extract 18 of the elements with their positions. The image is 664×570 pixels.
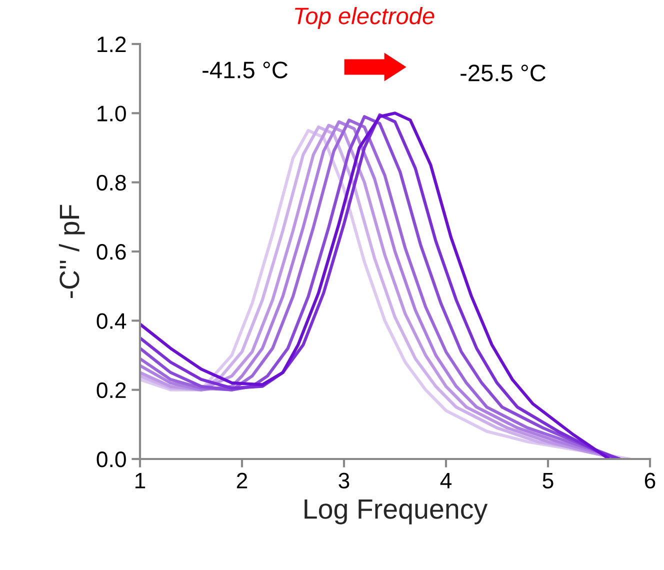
- x-tick-label: 1: [136, 473, 146, 488]
- x-axis-title: Log Frequency: [304, 499, 488, 524]
- y-tick-label: 0.4: [96, 313, 126, 329]
- annotation: -41.5 °C: [202, 62, 288, 78]
- y-tick-label: 1.2: [98, 36, 126, 52]
- y-tick-label: 0.2: [96, 382, 126, 398]
- text: Top electrode: [295, 6, 434, 30]
- x-tick-label: 3: [338, 472, 350, 489]
- x-tick-label: 4: [440, 473, 452, 488]
- y-tick-label: 0.6: [96, 244, 126, 260]
- y-axis-title: -C'' / pF: [58, 204, 85, 298]
- y-tick-label: 0.8: [96, 174, 126, 191]
- y-tick-label: 1.0: [98, 106, 126, 122]
- x-tick-label: 2: [236, 472, 248, 488]
- x-tick-label: 6: [644, 472, 656, 489]
- annotation: -25.5 °C: [460, 64, 546, 82]
- y-tick-label: 0.0: [96, 452, 126, 468]
- x-tick-label: 5: [542, 473, 554, 489]
